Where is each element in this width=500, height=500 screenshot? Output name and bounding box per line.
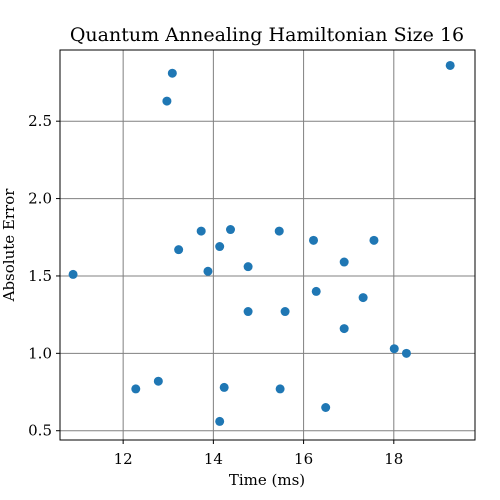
data-point	[215, 242, 225, 252]
y-tick-label: 0.5	[28, 422, 52, 440]
plot-frame	[59, 49, 476, 441]
x-axis-ticks: 12 14 16 18	[114, 440, 403, 468]
data-point	[243, 262, 253, 272]
data-point	[174, 245, 184, 255]
data-point	[280, 307, 290, 317]
data-point	[162, 96, 172, 106]
grid	[60, 50, 475, 440]
chart-title: Quantum Annealing Hamiltonian Size 16	[70, 24, 464, 46]
data-point	[68, 269, 78, 279]
y-axis-ticks: 0.5 1.0 1.5 2.0 2.5	[28, 112, 60, 440]
data-point	[339, 324, 349, 334]
data-point	[309, 235, 319, 245]
data-point	[389, 344, 399, 354]
data-point	[131, 384, 141, 394]
data-point	[311, 286, 321, 296]
y-tick-label: 1.0	[28, 344, 52, 362]
y-axis-label: Absolute Error	[0, 188, 18, 303]
data-point	[275, 384, 285, 394]
data-point	[243, 307, 253, 317]
data-point	[369, 235, 379, 245]
x-tick-label: 12	[114, 450, 133, 468]
data-point	[274, 226, 284, 236]
data-point	[445, 60, 455, 70]
data-point	[401, 348, 411, 358]
data-point	[215, 416, 225, 426]
x-axis-label: Time (ms)	[229, 471, 305, 489]
y-tick-label: 1.5	[28, 267, 52, 285]
data-point	[167, 68, 177, 78]
x-tick-label: 18	[384, 450, 403, 468]
x-tick-label: 14	[204, 450, 223, 468]
data-point	[339, 257, 349, 267]
data-point	[203, 266, 213, 276]
data-point	[321, 403, 331, 412]
data-point	[196, 226, 206, 236]
y-tick-label: 2.0	[28, 190, 52, 208]
data-point	[226, 225, 236, 235]
data-point	[153, 376, 163, 386]
data-point	[358, 293, 368, 303]
y-tick-label: 2.5	[28, 112, 52, 130]
data-point	[219, 382, 229, 392]
data-points	[68, 60, 455, 426]
x-tick-label: 16	[294, 450, 313, 468]
